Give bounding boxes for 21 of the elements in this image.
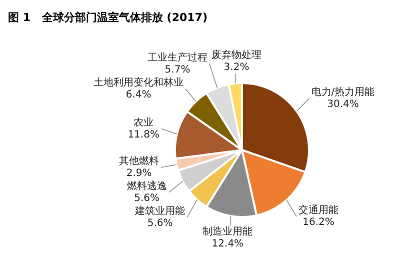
data-label: 5.6%: [147, 218, 173, 229]
slice-label: 制造业用能: [202, 225, 253, 238]
slice-label: 农业: [134, 116, 154, 128]
slice-label: 土地利用变化和林业: [94, 76, 184, 88]
data-label: 11.8%: [128, 129, 160, 140]
slice-label: 废弃物处理: [212, 49, 262, 62]
slice-label: 燃料逃逸: [126, 180, 167, 192]
data-label: 12.4%: [212, 238, 244, 250]
slice-label: 交通用能: [298, 204, 339, 216]
data-label: 16.2%: [302, 217, 334, 228]
data-label: 6.4%: [126, 89, 152, 100]
data-label: 5.7%: [164, 64, 190, 76]
slice-label: 工业生产过程: [148, 51, 208, 64]
data-label: 5.6%: [134, 192, 160, 204]
slice-label: 其他燃料: [119, 154, 160, 167]
slice-label: 建筑业用能: [134, 204, 186, 217]
data-label: 3.2%: [224, 62, 250, 74]
chart-title: 图 1 全球分部门温室气体排放 (2017): [8, 10, 208, 25]
data-label: 2.9%: [126, 168, 152, 179]
slice-label: 电力/热力用能: [311, 86, 375, 98]
data-label: 30.4%: [327, 99, 359, 110]
